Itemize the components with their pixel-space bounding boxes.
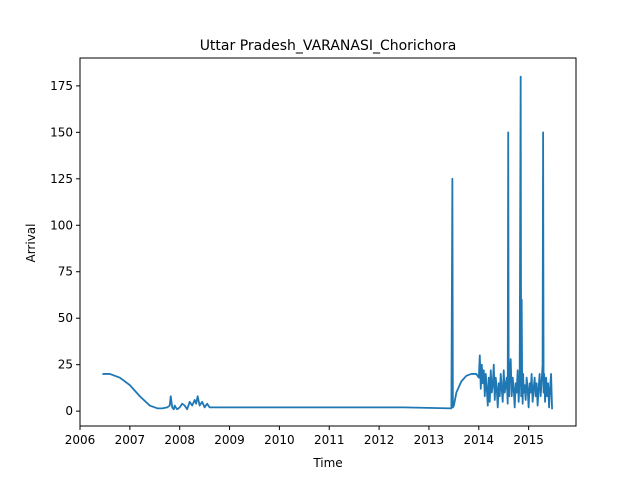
x-tick-label: 2015 <box>513 433 544 447</box>
plot-frame <box>79 57 577 427</box>
x-tick-label: 2012 <box>364 433 395 447</box>
y-tick-label: 0 <box>65 404 73 418</box>
y-tick-label: 175 <box>50 79 73 93</box>
x-tick-label: 2008 <box>164 433 195 447</box>
x-tick-label: 2006 <box>65 433 96 447</box>
y-tick-label: 50 <box>58 311 73 325</box>
y-tick-label: 125 <box>50 172 73 186</box>
series-line-0 <box>102 75 553 411</box>
y-tick-label: 75 <box>58 265 73 279</box>
y-axis-label: Arrival <box>24 224 38 263</box>
y-tick-label: 100 <box>50 218 73 232</box>
x-axis-label: Time <box>312 456 342 470</box>
x-tick-label: 2014 <box>464 433 495 447</box>
x-tick-label: 2013 <box>414 433 445 447</box>
x-tick-label: 2011 <box>314 433 345 447</box>
chart-title: Uttar Pradesh_VARANASI_Chorichora <box>200 38 457 54</box>
y-tick-label: 25 <box>58 358 73 372</box>
x-tick-label: 2007 <box>115 433 146 447</box>
y-tick-label: 150 <box>50 125 73 139</box>
plot-area: 2006 2007 2008 2009 2010 2011 2012 2013 2014 2015… <box>50 57 577 447</box>
x-tick-label: 2009 <box>214 433 245 447</box>
x-tick-label: 2010 <box>264 433 295 447</box>
